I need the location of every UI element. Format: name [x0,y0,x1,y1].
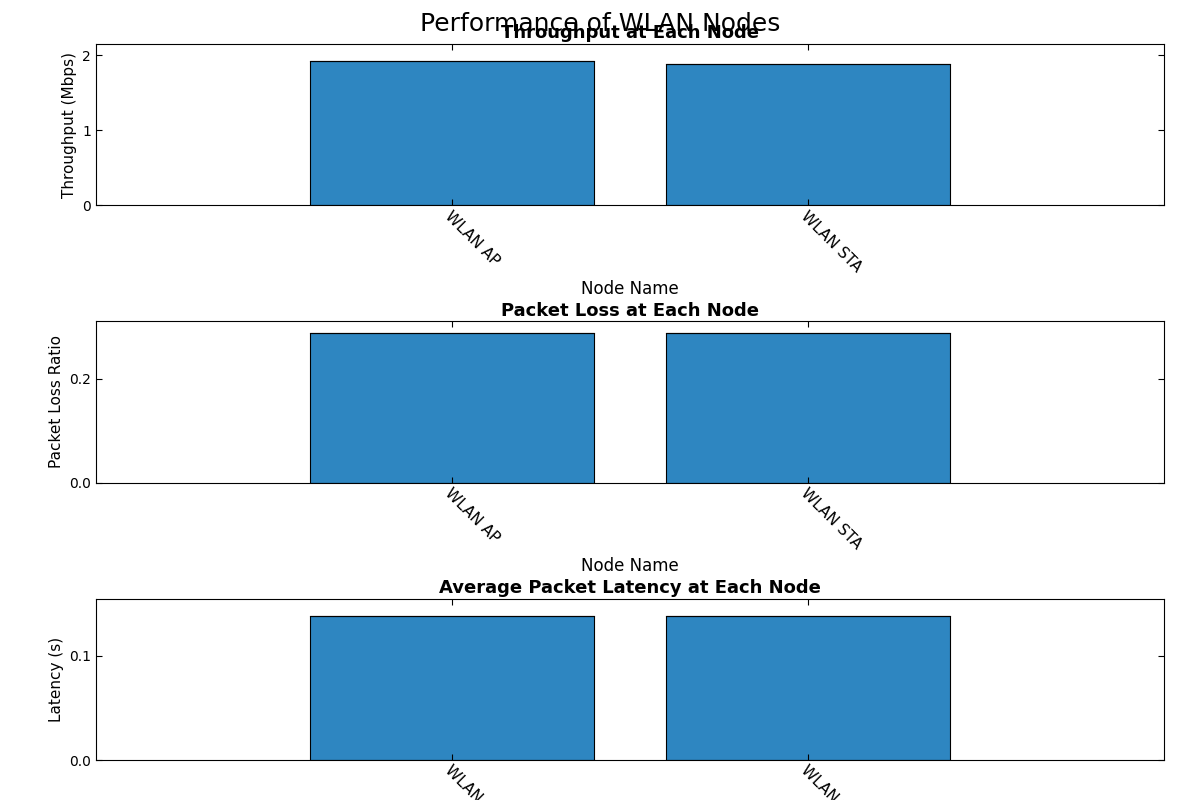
Bar [310,333,594,482]
X-axis label: Node Name: Node Name [581,280,679,298]
Bar [666,617,950,760]
Text: Performance of WLAN Nodes: Performance of WLAN Nodes [420,12,780,36]
Bar [666,333,950,482]
Bar [310,617,594,760]
Title: Throughput at Each Node: Throughput at Each Node [502,25,760,42]
Title: Average Packet Latency at Each Node: Average Packet Latency at Each Node [439,579,821,597]
X-axis label: Node Name: Node Name [581,558,679,575]
Y-axis label: Latency (s): Latency (s) [48,637,64,722]
Y-axis label: Packet Loss Ratio: Packet Loss Ratio [49,335,64,469]
Title: Packet Loss at Each Node: Packet Loss at Each Node [502,302,760,320]
Y-axis label: Throughput (Mbps): Throughput (Mbps) [61,52,77,198]
Bar [666,64,950,206]
Bar [310,61,594,206]
